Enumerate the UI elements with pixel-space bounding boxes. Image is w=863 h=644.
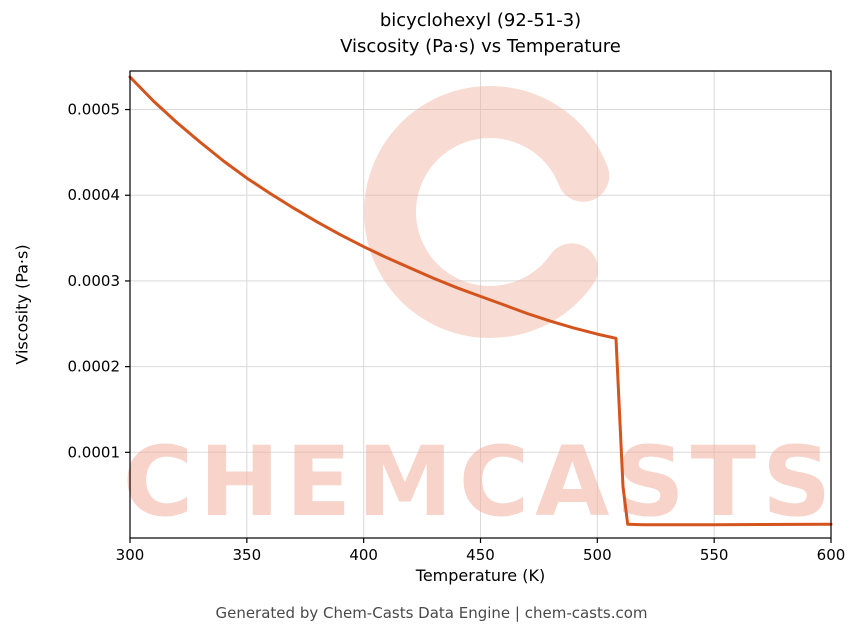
- x-tick-label: 600: [817, 546, 846, 564]
- x-tick-label: 300: [116, 546, 145, 564]
- watermark-ring: [364, 86, 616, 338]
- x-tick-label: 450: [466, 546, 495, 564]
- x-tick-label: 550: [700, 546, 729, 564]
- y-tick-label: 0.0002: [68, 358, 121, 376]
- watermark-text: CHEMCASTS: [123, 426, 837, 538]
- chart-title-line1: bicyclohexyl (92-51-3): [379, 10, 582, 31]
- x-axis-label: Temperature (K): [415, 566, 546, 585]
- y-tick-label: 0.0001: [68, 443, 121, 461]
- chart-title-line2: Viscosity (Pa·s) vs Temperature: [340, 36, 621, 58]
- y-tick-label: 0.0003: [68, 272, 121, 290]
- chart-title: bicyclohexyl (92-51-3) Viscosity (Pa·s) …: [130, 8, 831, 60]
- viscosity-line: [128, 75, 833, 527]
- footer-credit: Generated by Chem-Casts Data Engine | ch…: [215, 604, 648, 622]
- x-tick-label: 350: [233, 546, 262, 564]
- x-tick-label: 500: [583, 546, 612, 564]
- y-tick-label: 0.0005: [68, 101, 121, 119]
- y-tick-label: 0.0004: [68, 186, 121, 204]
- x-tick-label: 400: [349, 546, 378, 564]
- y-axis-label: Viscosity (Pa·s): [12, 244, 32, 365]
- watermark-logo-icon: [364, 86, 616, 338]
